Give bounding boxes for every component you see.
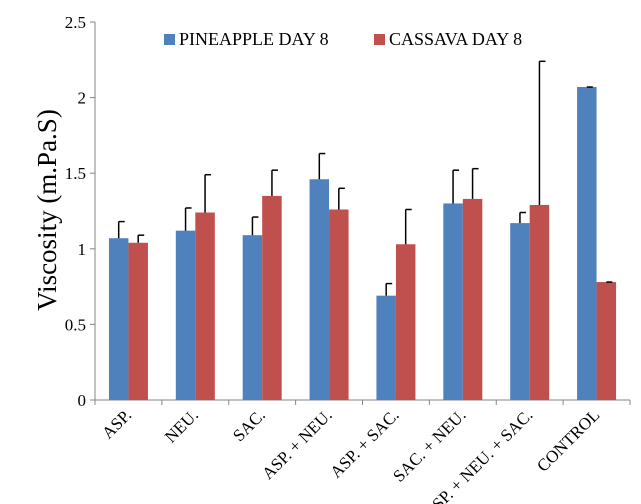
bar-pineapple [376,295,396,400]
y-tick-label: 1.5 [65,164,86,183]
bar-pineapple [309,179,330,400]
x-tick-label: SAC. [229,405,269,445]
legend: PINEAPPLE DAY 8 CASSAVA DAY 8 [164,29,522,49]
bar-cassava [329,209,349,400]
x-tick-label: CONTROL [533,405,603,475]
x-tick-labels: ASP. NEU. SAC.ASP. + NEU.ASP. + SAC.SAC. +… [94,400,631,504]
x-tick-label: NEU. [161,405,202,446]
x-tick-label: ASP. + NEU. + SAC. [420,405,537,504]
y-ticks: 0 0.5 1 1.5 2 2.5 [65,13,95,410]
bar-cassava [596,282,617,400]
y-axis-title: Viscosity (m.Pa.S) [32,109,62,311]
legend-label-cassava: CASSAVA DAY 8 [389,29,522,49]
legend-swatch-pineapple [164,34,175,45]
bars [108,87,617,401]
y-tick-label: 0.5 [65,315,86,334]
legend-label-pineapple: PINEAPPLE DAY 8 [179,29,329,49]
bar-pineapple [510,223,530,400]
bar-pineapple [443,203,463,400]
bar-pineapple [108,238,129,400]
legend-swatch-cassava [374,34,385,45]
y-tick-label: 2.5 [65,13,86,32]
x-tick-label: ASP. + NEU. [258,405,336,483]
bar-cassava [262,195,282,400]
y-tick-label: 0 [78,391,87,410]
y-tick-label: 2 [78,89,87,108]
bar-cassava [128,242,148,400]
bar-cassava [529,204,550,400]
bar-pineapple [577,87,597,401]
bar-cassava [395,244,416,400]
bar-cassava [195,212,215,400]
bar-pineapple [175,230,196,400]
error-bars [117,60,613,296]
y-tick-label: 1 [78,240,87,259]
bar-pineapple [242,235,263,400]
axes [94,22,630,401]
x-tick-label: ASP. [98,405,135,442]
bar-cassava [462,198,483,400]
